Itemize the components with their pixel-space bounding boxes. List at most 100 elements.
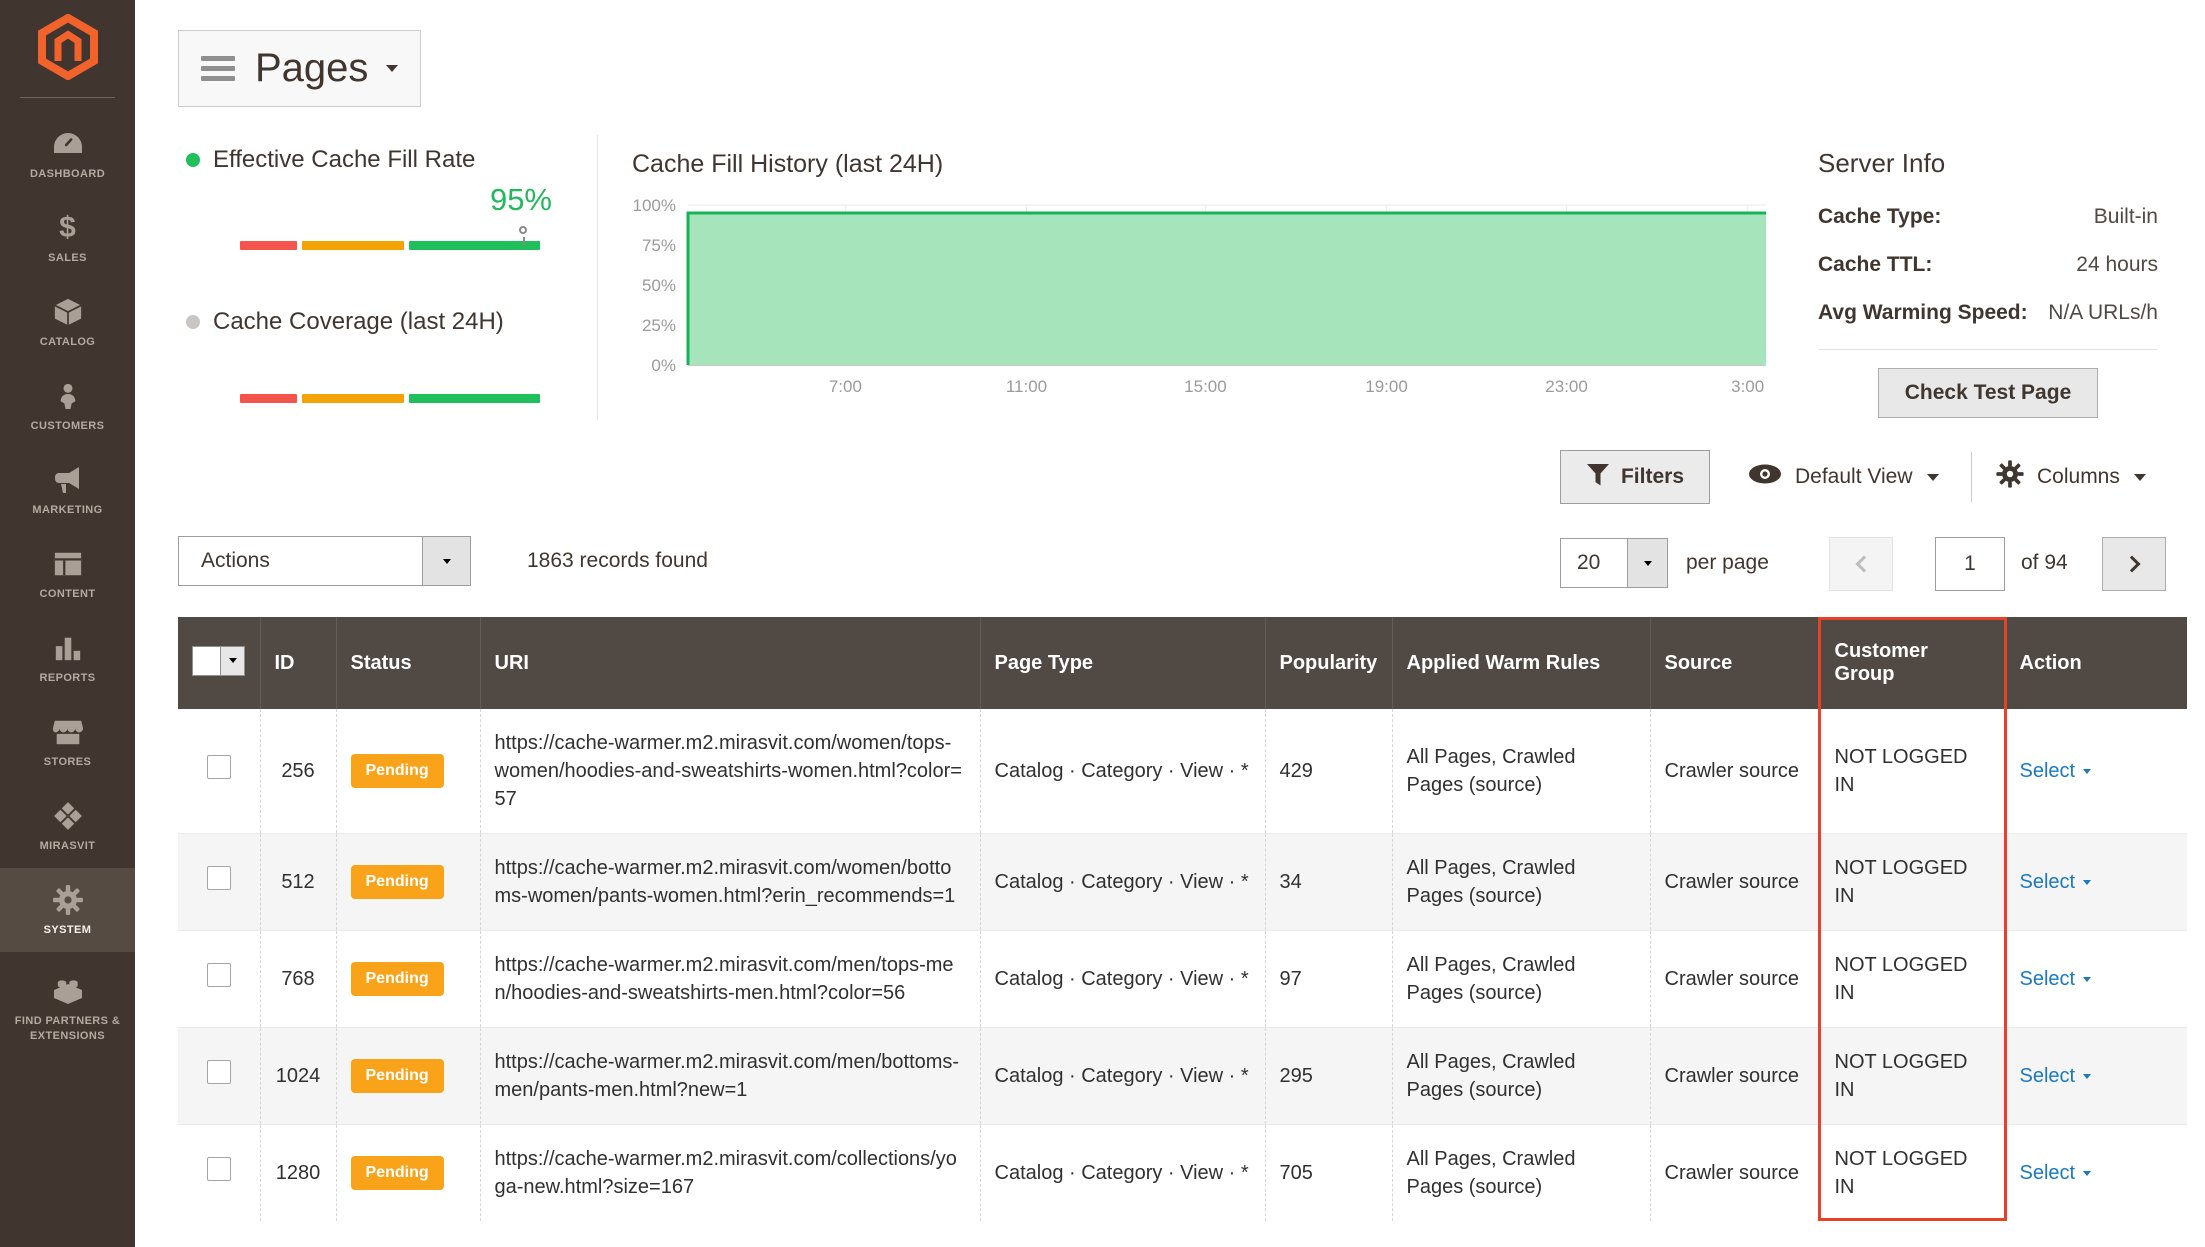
default-view-selector[interactable]: Default View — [1747, 450, 1939, 504]
select-action-link[interactable]: Select — [2020, 1159, 2092, 1187]
chevron-down-icon[interactable] — [220, 647, 244, 675]
sidebar-item-label: DASHBOARD — [26, 167, 109, 182]
cell-popularity: 97 — [1265, 931, 1392, 1028]
cell-warm-rules: All Pages, Crawled Pages (source) — [1392, 1125, 1650, 1222]
cell-page-type: Catalog · Category · View · * — [980, 1028, 1265, 1125]
column-header-action[interactable]: Action — [2005, 617, 2187, 709]
cell-warm-rules: All Pages, Crawled Pages (source) — [1392, 834, 1650, 931]
sidebar-item-label: MARKETING — [28, 503, 106, 518]
menu-icon — [201, 56, 235, 81]
status-badge: Pending — [351, 1059, 444, 1093]
sidebar-item-mirasvit[interactable]: MIRASVIT — [0, 784, 135, 868]
column-header-uri[interactable]: URI — [480, 617, 980, 709]
sidebar-item-sales[interactable]: $ SALES — [0, 196, 135, 280]
pages-grid: ID Status URI Page Type Popularity Appli… — [178, 617, 2187, 1221]
chevron-left-icon — [1855, 556, 1872, 573]
row-checkbox[interactable] — [207, 866, 231, 890]
column-header-popularity[interactable]: Popularity — [1265, 617, 1392, 709]
cell-id: 768 — [260, 931, 336, 1028]
cell-uri: https://cache-warmer.m2.mirasvit.com/col… — [480, 1125, 980, 1222]
sidebar-item-label: CONTENT — [36, 587, 100, 602]
sidebar-item-label: FIND PARTNERS & EXTENSIONS — [0, 1014, 135, 1044]
dropdown-button[interactable] — [422, 537, 470, 585]
server-info-row: Cache Type:Built-in — [1818, 205, 2158, 229]
sidebar-item-stores[interactable]: STORES — [0, 700, 135, 784]
page-number-input[interactable] — [1935, 537, 2005, 591]
svg-text:15:00: 15:00 — [1184, 377, 1227, 396]
customers-icon — [55, 378, 81, 414]
sidebar-item-catalog[interactable]: CATALOG — [0, 280, 135, 364]
server-info-row: Avg Warming Speed:N/A URLs/h — [1818, 301, 2158, 325]
cell-page-type: Catalog · Category · View · * — [980, 1125, 1265, 1222]
stores-icon — [52, 714, 84, 750]
cell-source: Crawler source — [1650, 834, 1820, 931]
row-checkbox[interactable] — [207, 1060, 231, 1084]
actions-dropdown[interactable]: Actions — [178, 536, 471, 586]
select-action-link[interactable]: Select — [2020, 757, 2092, 785]
cell-page-type: Catalog · Category · View · * — [980, 834, 1265, 931]
previous-page-button[interactable] — [1829, 537, 1893, 591]
sidebar-item-dashboard[interactable]: DASHBOARD — [0, 112, 135, 196]
cell-page-type: Catalog · Category · View · * — [980, 709, 1265, 834]
filters-button[interactable]: Filters — [1560, 450, 1710, 504]
table-row: 1280 Pending https://cache-warmer.m2.mir… — [178, 1125, 2187, 1222]
cell-popularity: 705 — [1265, 1125, 1392, 1222]
check-test-page-button[interactable]: Check Test Page — [1878, 368, 2099, 418]
chevron-down-icon — [2083, 977, 2091, 982]
svg-text:0%: 0% — [651, 356, 676, 375]
dropdown-button[interactable] — [1627, 539, 1667, 587]
svg-text:50%: 50% — [642, 276, 676, 295]
cell-popularity: 295 — [1265, 1028, 1392, 1125]
column-header-status[interactable]: Status — [336, 617, 480, 709]
cell-uri: https://cache-warmer.m2.mirasvit.com/wom… — [480, 834, 980, 931]
cell-warm-rules: All Pages, Crawled Pages (source) — [1392, 1028, 1650, 1125]
sidebar-item-content[interactable]: CONTENT — [0, 532, 135, 616]
page-title-menu[interactable]: Pages — [178, 30, 421, 107]
magento-logo-icon[interactable] — [38, 14, 98, 80]
sidebar-item-marketing[interactable]: MARKETING — [0, 448, 135, 532]
select-all-checkbox[interactable] — [192, 646, 245, 676]
cell-id: 1024 — [260, 1028, 336, 1125]
svg-text:25%: 25% — [642, 316, 676, 335]
next-page-button[interactable] — [2102, 537, 2166, 591]
server-info-panel: Server Info Cache Type:Built-in Cache TT… — [1818, 148, 2158, 418]
cell-popularity: 34 — [1265, 834, 1392, 931]
select-action-link[interactable]: Select — [2020, 1062, 2092, 1090]
fill-rate-label: Effective Cache Fill Rate — [186, 146, 475, 174]
chevron-right-icon — [2123, 556, 2140, 573]
sidebar-item-label: CATALOG — [36, 335, 100, 350]
cell-uri: https://cache-warmer.m2.mirasvit.com/men… — [480, 1028, 980, 1125]
column-header-warm-rules[interactable]: Applied Warm Rules — [1392, 617, 1650, 709]
toolbar-divider — [1971, 452, 1972, 502]
cell-uri: https://cache-warmer.m2.mirasvit.com/wom… — [480, 709, 980, 834]
funnel-icon — [1586, 463, 1610, 492]
chevron-down-icon — [1927, 474, 1939, 481]
cell-customer-group: NOT LOGGED IN — [1820, 709, 2005, 834]
content-icon — [53, 546, 83, 582]
gauge-marker-icon — [519, 226, 527, 234]
cell-page-type: Catalog · Category · View · * — [980, 931, 1265, 1028]
table-header-row: ID Status URI Page Type Popularity Appli… — [178, 617, 2187, 709]
column-header-customer-group[interactable]: Customer Group — [1820, 617, 2005, 709]
sidebar-item-reports[interactable]: REPORTS — [0, 616, 135, 700]
sidebar-item-customers[interactable]: CUSTOMERS — [0, 364, 135, 448]
cell-id: 1280 — [260, 1125, 336, 1222]
row-checkbox[interactable] — [207, 755, 231, 779]
sidebar-divider — [20, 97, 115, 98]
total-pages-label: of 94 — [2021, 551, 2068, 575]
sidebar-item-find-partners[interactable]: FIND PARTNERS & EXTENSIONS — [0, 952, 135, 1064]
columns-selector[interactable]: Columns — [1995, 450, 2146, 504]
select-action-link[interactable]: Select — [2020, 868, 2092, 896]
column-header-id[interactable]: ID — [260, 617, 336, 709]
row-checkbox[interactable] — [207, 1157, 231, 1181]
column-header-source[interactable]: Source — [1650, 617, 1820, 709]
column-header-page-type[interactable]: Page Type — [980, 617, 1265, 709]
select-action-link[interactable]: Select — [2020, 965, 2092, 993]
gray-dot-icon — [186, 315, 200, 329]
sidebar-item-system[interactable]: SYSTEM — [0, 868, 135, 952]
cell-uri: https://cache-warmer.m2.mirasvit.com/men… — [480, 931, 980, 1028]
sidebar-item-label: SYSTEM — [40, 923, 96, 938]
cell-source: Crawler source — [1650, 1028, 1820, 1125]
row-checkbox[interactable] — [207, 963, 231, 987]
per-page-dropdown[interactable]: 20 — [1560, 538, 1668, 588]
